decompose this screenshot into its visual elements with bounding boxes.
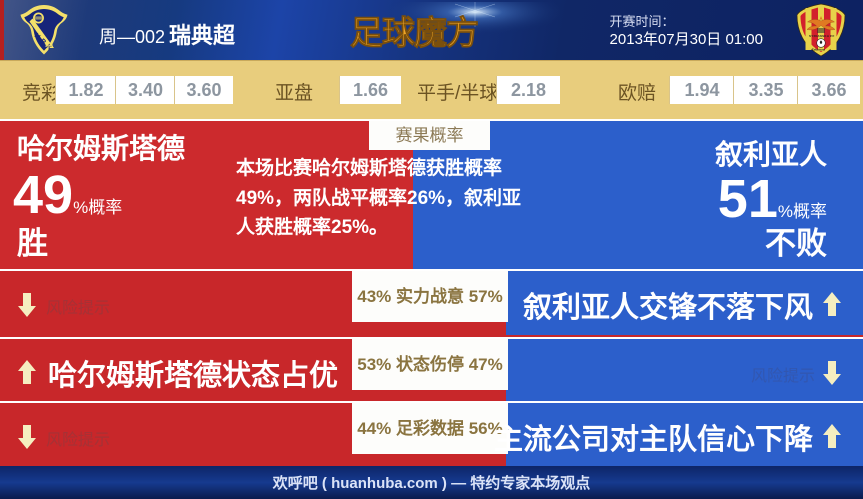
svg-text:足球魔方: 足球魔方 xyxy=(350,14,478,51)
svg-text:SYRIANSKA FF: SYRIANSKA FF xyxy=(809,34,835,38)
svg-text:Eskilstuna: Eskilstuna xyxy=(812,48,826,52)
svg-text:1914: 1914 xyxy=(45,44,53,48)
